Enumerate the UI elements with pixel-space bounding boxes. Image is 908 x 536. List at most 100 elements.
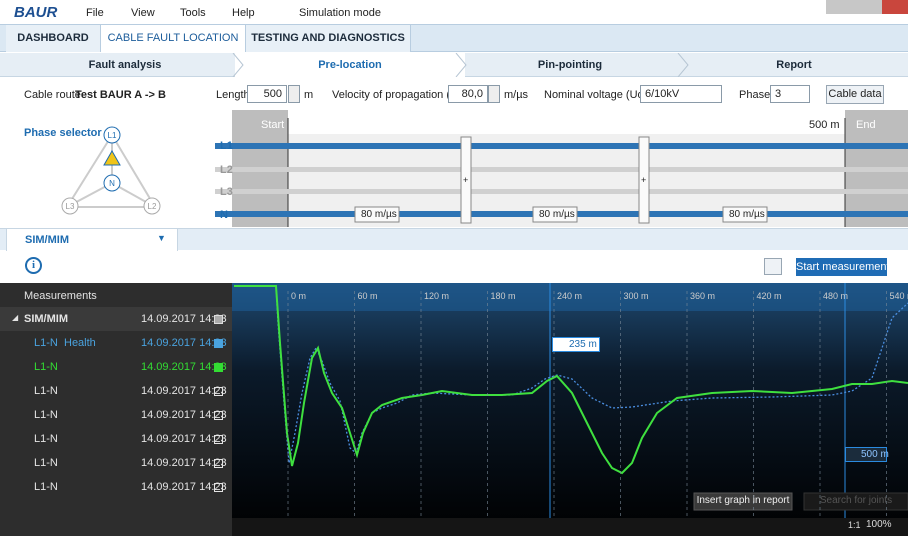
node-label: N — [109, 179, 115, 188]
menu-item[interactable]: File — [86, 7, 104, 19]
step[interactable]: Report — [776, 59, 812, 71]
insert-graph-button[interactable]: Insert graph in report — [696, 495, 790, 506]
checkbox[interactable] — [214, 315, 223, 324]
end-distance: 500 m — [809, 119, 840, 131]
length-input[interactable]: 500 — [247, 85, 287, 103]
joint[interactable]: + — [641, 175, 647, 185]
step[interactable]: Fault analysis — [88, 59, 162, 71]
measurement-row[interactable]: L1-N 14.09.2017 14:23 — [0, 403, 232, 427]
expander[interactable]: ◢ — [12, 313, 19, 322]
velocity-input[interactable]: 80,0 — [448, 85, 488, 103]
phase: L1-N — [34, 481, 58, 493]
panel-tab[interactable]: SIM/MIM ▼ — [6, 228, 178, 251]
checkbox[interactable] — [214, 339, 223, 348]
tab[interactable]: CABLE FAULT LOCATION — [101, 25, 246, 52]
date: 14.09.2017 14:23 — [141, 457, 227, 469]
cable-data-button[interactable]: Cable data — [826, 85, 884, 104]
voltage-select[interactable]: 6/10kV — [640, 85, 722, 103]
phase-diagram: L1 N L3 L2 — [61, 126, 161, 215]
group-name: SIM/MIM — [24, 313, 68, 325]
menu-item[interactable]: View — [131, 7, 155, 19]
checkbox[interactable] — [214, 363, 223, 372]
spinner[interactable] — [288, 85, 300, 103]
step[interactable]: Pre-location — [235, 53, 465, 77]
menu-item[interactable]: Help — [232, 7, 255, 19]
panel-tab-label: SIM/MIM — [25, 234, 69, 246]
velocity-label: 80 m/µs — [361, 209, 397, 220]
tab[interactable]: TESTING AND DIAGNOSTICS — [246, 25, 411, 52]
measurement-row[interactable]: L1-N Health 14.09.2017 14:23 — [0, 331, 232, 355]
close-button[interactable] — [882, 0, 908, 14]
x-tick-label: 420 m — [757, 291, 782, 301]
phase: L1-N — [34, 433, 58, 445]
line-label: L1 — [220, 140, 233, 152]
dropdown-arrow[interactable]: ▼ — [157, 233, 166, 243]
checkbox[interactable] — [214, 387, 223, 396]
start-label: Start — [261, 119, 285, 131]
label: Phases — [739, 89, 776, 101]
x-tick-label: 180 m — [491, 291, 516, 301]
date: 14.09.2017 14:23 — [141, 409, 227, 421]
checkbox[interactable] — [214, 459, 223, 468]
date: 14.09.2017 14:23 — [141, 361, 227, 373]
x-tick-label: 120 m — [424, 291, 449, 301]
velocity-label: 80 m/µs — [729, 209, 765, 220]
main-tabs: DASHBOARD CABLE FAULT LOCATION TESTING A… — [0, 24, 908, 52]
node-label: L2 — [148, 202, 157, 211]
x-tick-label: 0 m — [291, 291, 306, 301]
checkbox[interactable] — [214, 483, 223, 492]
x-tick-label: 60 m — [358, 291, 378, 301]
graph: 0 m 60 m 120 m 180 m 240 m 300 m 360 m 420 m 480… — [232, 283, 908, 536]
phases-select[interactable]: 3 — [770, 85, 810, 103]
checkbox[interactable] — [214, 435, 223, 444]
joint[interactable]: + — [463, 175, 469, 185]
date: 14.09.2017 14:23 — [141, 481, 227, 493]
label: Velocity of propagation (v/2) — [332, 89, 469, 101]
x-tick-label: 540 m — [890, 291, 908, 301]
settings-button[interactable] — [764, 258, 782, 275]
measurements-panel: Measurements ◢ SIM/MIM 14.09.2017 14:23 … — [0, 283, 232, 536]
phase-selector-title: Phase selector — [24, 127, 102, 139]
x-tick-label: 300 m — [624, 291, 649, 301]
measurement-row[interactable]: L1-N 14.09.2017 14:23 — [0, 475, 232, 499]
phase: L1-N — [34, 337, 58, 349]
phase: L1-N — [34, 409, 58, 421]
line-label: L2 — [220, 164, 233, 176]
x-tick-label: 240 m — [557, 291, 582, 301]
phase: L1-N — [34, 361, 58, 373]
label: Cable route — [24, 89, 81, 101]
phase: L1-N — [34, 385, 58, 397]
cursor-label[interactable]: 235 m — [552, 337, 600, 352]
x-tick-label: 360 m — [690, 291, 715, 301]
measurement-row[interactable]: L1-N 14.09.2017 14:23 — [0, 427, 232, 451]
measurement-label: Health — [64, 337, 96, 349]
date: 14.09.2017 14:23 — [141, 385, 227, 397]
search-joints-input[interactable]: Search for joints — [819, 495, 893, 506]
menu-bar: BAUR File View Tools Help Simulation mod… — [0, 0, 908, 24]
menu-item[interactable]: Tools — [180, 7, 206, 19]
measurements-title: Measurements — [24, 290, 97, 302]
start-measurement-button[interactable]: Start measurement — [796, 258, 890, 276]
unit: m — [304, 89, 314, 101]
panel-tabs — [0, 228, 908, 250]
end-marker-label[interactable]: 500 m — [845, 447, 889, 462]
spinner[interactable] — [488, 85, 500, 103]
velocity-label: 80 m/µs — [539, 209, 575, 220]
workflow-steps: Fault analysis Pre-location Pin-pointing… — [0, 53, 908, 77]
measurement-row[interactable]: L1-N 14.09.2017 14:23 — [0, 451, 232, 475]
info-icon[interactable]: i — [25, 257, 42, 274]
measurement-row[interactable]: L1-N 14.09.2017 14:23 — [0, 355, 232, 379]
measurement-row[interactable]: L1-N 14.09.2017 14:23 — [0, 379, 232, 403]
logo: BAUR — [14, 4, 58, 21]
step[interactable]: Pin-pointing — [537, 59, 603, 71]
zoom-level: 100% — [866, 519, 892, 530]
group-row[interactable]: ◢ SIM/MIM 14.09.2017 14:23 — [0, 307, 232, 331]
zoom-ratio[interactable]: 1:1 — [848, 520, 861, 530]
x-tick-label: 480 m — [823, 291, 848, 301]
checkbox[interactable] — [214, 411, 223, 420]
tab[interactable]: DASHBOARD — [6, 25, 101, 52]
node-label: L1 — [108, 131, 117, 140]
label: Length — [216, 89, 250, 101]
cable-route: Test BAUR A -> B — [75, 89, 166, 101]
